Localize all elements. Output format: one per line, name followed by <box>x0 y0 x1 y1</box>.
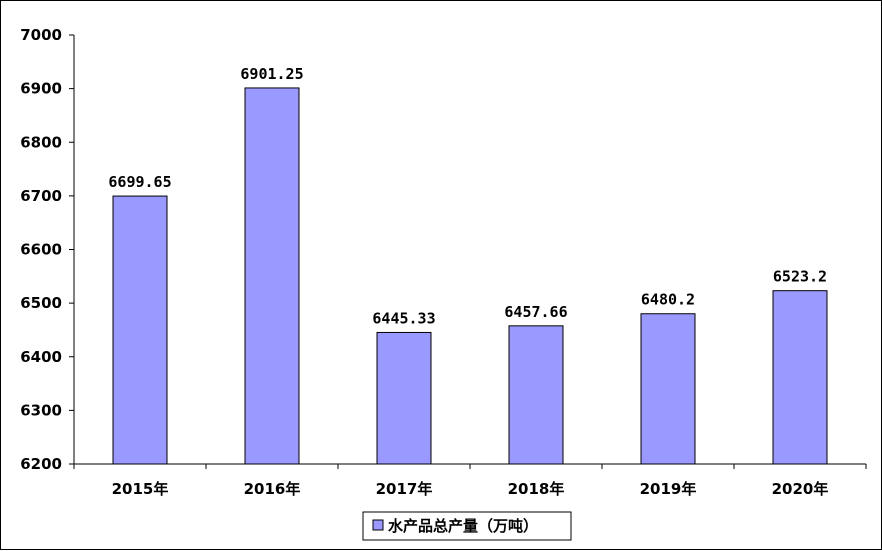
y-tick-label: 6200 <box>20 455 62 473</box>
y-tick-label: 6500 <box>20 294 62 312</box>
bar <box>112 195 168 465</box>
data-label: 6445.33 <box>372 309 435 327</box>
bars <box>112 87 828 465</box>
y-tick-label: 6900 <box>20 80 62 98</box>
y-axis-tick-labels: 6200 6300 6400 6500 6600 6700 6800 6900 7000 <box>20 26 62 473</box>
bar <box>508 325 564 465</box>
x-tick-label: 2017年 <box>376 480 433 498</box>
legend-label: 水产品总产量（万吨） <box>388 517 538 535</box>
y-tick-label: 6300 <box>20 401 62 419</box>
data-label: 6699.65 <box>108 173 171 191</box>
axes <box>69 34 867 469</box>
y-tick-label: 6600 <box>20 241 62 259</box>
x-tick-label: 2015年 <box>112 480 169 498</box>
y-tick-label: 6400 <box>20 348 62 366</box>
data-label: 6901.25 <box>240 65 303 83</box>
y-tick-label: 6700 <box>20 187 62 205</box>
y-tick-label: 6800 <box>20 133 62 151</box>
y-tick-label: 7000 <box>20 26 62 44</box>
bar <box>244 87 300 465</box>
x-tick-label: 2016年 <box>244 480 301 498</box>
data-labels: 6699.65 6901.25 6445.33 6457.66 6480.2 6523.2 <box>108 65 827 327</box>
x-axis-tick-labels: 2015年 2016年 2017年 2018年 2019年 2020年 <box>112 480 829 498</box>
x-tick-label: 2020年 <box>772 480 829 498</box>
x-tick-label: 2018年 <box>508 480 565 498</box>
data-label: 6480.2 <box>641 291 695 309</box>
legend: 水产品总产量（万吨） <box>362 511 572 541</box>
legend-box <box>362 511 572 541</box>
legend-swatch <box>372 519 384 531</box>
x-tick-label: 2019年 <box>640 480 697 498</box>
bar <box>376 331 432 465</box>
data-label: 6523.2 <box>773 268 827 286</box>
bar <box>640 313 696 465</box>
bar <box>772 290 828 465</box>
data-label: 6457.66 <box>504 303 567 321</box>
